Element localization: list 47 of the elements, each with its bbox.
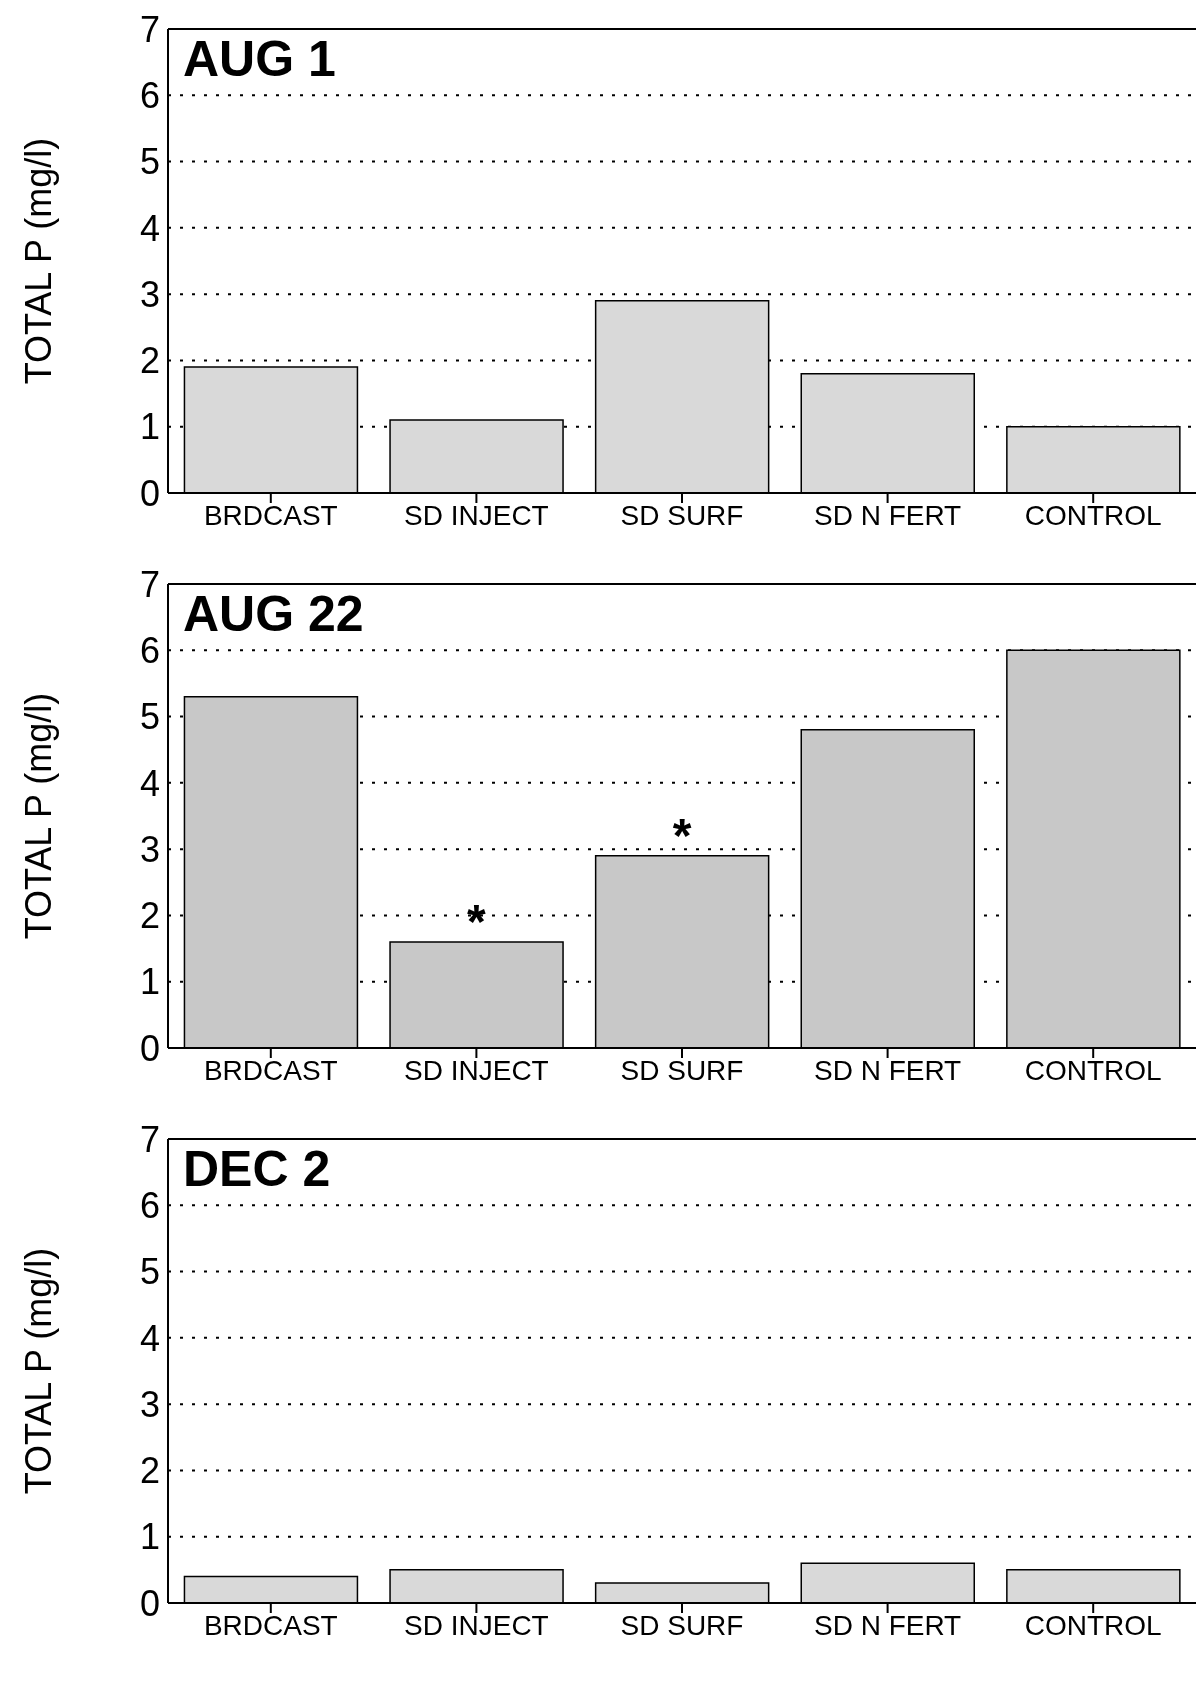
x-tick-label: CONTROL	[1024, 1609, 1162, 1641]
y-tick-label: 0	[139, 1582, 160, 1624]
x-tick-label: SD SURF	[620, 499, 744, 531]
y-tick-label: 5	[139, 696, 160, 738]
annotation: *	[672, 808, 692, 862]
x-tick-label: BRDCAST	[203, 1609, 338, 1641]
y-tick-label: 2	[139, 1450, 160, 1492]
y-tick-label: 3	[139, 828, 160, 870]
x-tick-label: BRDCAST	[203, 499, 338, 531]
y-tick-label: 1	[139, 961, 160, 1003]
y-tick-label: 2	[139, 340, 160, 382]
y-tick-label: 6	[139, 630, 160, 672]
y-tick-label: 7	[139, 1118, 160, 1160]
y-tick-label: 7	[139, 563, 160, 605]
y-tick-label: 1	[139, 406, 160, 448]
y-tick-label: 4	[139, 762, 160, 804]
x-tick-label: SD N FERT	[813, 1609, 962, 1641]
y-tick-label: 3	[139, 273, 160, 315]
y-tick-label: 6	[139, 75, 160, 117]
chart-title: DEC 2	[183, 1140, 331, 1198]
annotation: *	[467, 894, 487, 948]
x-tick-label: BRDCAST	[203, 1054, 338, 1086]
y-tick-label: 4	[139, 207, 160, 249]
y-axis-title: TOTAL P (mg/l)	[17, 1247, 59, 1495]
y-tick-label: 0	[139, 472, 160, 514]
y-tick-label: 4	[139, 1317, 160, 1359]
y-axis-title: TOTAL P (mg/l)	[17, 692, 59, 940]
y-tick-label: 7	[139, 8, 160, 50]
y-tick-label: 5	[139, 1251, 160, 1293]
x-tick-label: SD N FERT	[813, 1054, 962, 1086]
chart-title: AUG 22	[183, 585, 364, 643]
x-tick-label: SD SURF	[620, 1609, 744, 1641]
x-tick-label: SD INJECT	[404, 1054, 549, 1086]
y-tick-label: 0	[139, 1027, 160, 1069]
y-axis-title: TOTAL P (mg/l)	[17, 137, 59, 385]
x-tick-label: CONTROL	[1024, 499, 1162, 531]
y-tick-label: 1	[139, 1516, 160, 1558]
y-tick-label: 2	[139, 895, 160, 937]
x-tick-label: SD N FERT	[813, 499, 962, 531]
y-tick-label: 6	[139, 1185, 160, 1227]
y-tick-label: 5	[139, 141, 160, 183]
x-tick-label: SD INJECT	[404, 1609, 549, 1641]
x-tick-label: CONTROL	[1024, 1054, 1162, 1086]
y-tick-label: 3	[139, 1383, 160, 1425]
x-tick-label: SD SURF	[620, 1054, 744, 1086]
chart-title: AUG 1	[183, 30, 336, 88]
x-tick-label: SD INJECT	[404, 499, 549, 531]
